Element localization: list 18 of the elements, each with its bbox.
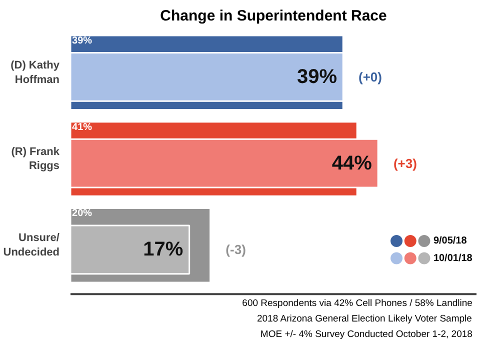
y-tick-label: (R) Frank Riggs	[11, 146, 60, 172]
data-label: 20%	[72, 208, 92, 220]
text: MOE +/- 4% Survey Conducted October 1-2, 2018	[260, 328, 472, 340]
text: 2018 Arizona General Election Likely Voter Sample	[256, 313, 472, 324]
data-label: 44%	[332, 152, 372, 174]
legend-label: 10/01/18	[433, 252, 473, 264]
y-tick-label: Unsure/ Undecided	[3, 232, 60, 259]
data-label: 41%	[72, 122, 92, 133]
data-label: 17%	[143, 238, 184, 261]
y-tick-label: (D) Kathy Hoffman	[10, 59, 60, 86]
text: (+3)	[393, 156, 417, 171]
data-label: 39%	[72, 36, 92, 47]
annotation: (+0)	[358, 69, 382, 84]
data-label: 39%	[296, 66, 338, 88]
chart-title: Change in Superintendent Race	[160, 8, 387, 24]
legend-label: 9/05/18	[433, 236, 468, 247]
text: 600 Respondents via 42% Cell Phones / 58% Landline	[242, 298, 472, 309]
annotation: (-3)	[226, 242, 246, 258]
